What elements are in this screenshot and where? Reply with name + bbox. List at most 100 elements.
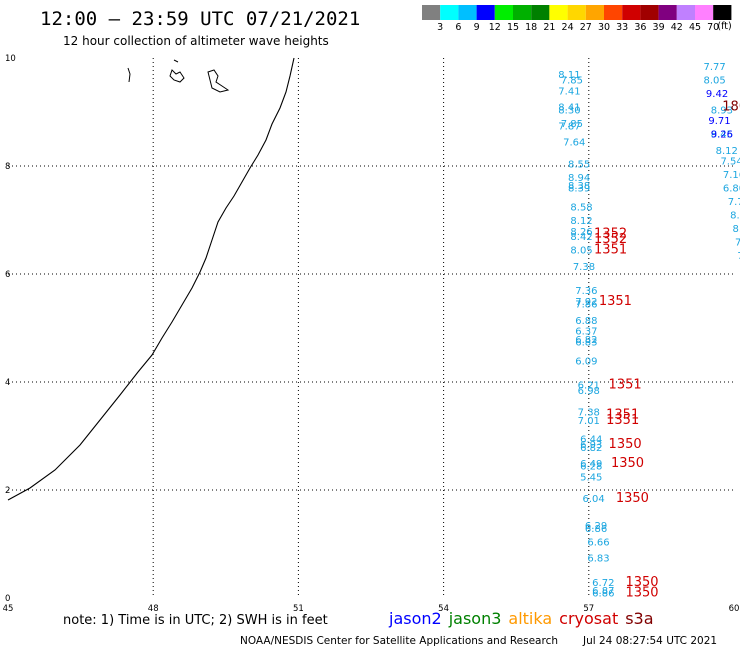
colorbar-tick-label: 27 xyxy=(580,22,592,33)
y-tick-label: 2 xyxy=(5,486,10,496)
colorbar-swatch xyxy=(713,5,732,20)
colorbar-tick-label: 12 xyxy=(489,22,501,33)
swh-value-label: 6.82 xyxy=(575,335,597,346)
swh-value-label: 8.42 xyxy=(733,224,740,235)
swh-value-label: 6.29 xyxy=(585,521,607,532)
colorbar-swatch xyxy=(604,5,623,20)
swh-value-label: 6.83 xyxy=(575,338,597,349)
swh-value-label: 8.26 xyxy=(730,211,740,222)
colorbar-swatch xyxy=(640,5,659,20)
colorbar-tick-label: 15 xyxy=(507,22,519,33)
swh-value-label: 6.21 xyxy=(578,381,600,392)
colorbar-tick-label: 21 xyxy=(543,22,555,33)
legend-jason2: jason2 xyxy=(389,609,442,628)
legend-altika: altika xyxy=(508,609,553,628)
colorbar-tick-label: 36 xyxy=(634,22,646,33)
swh-value-label: 9.71 xyxy=(708,116,730,127)
swh-value-label: 8.58 xyxy=(570,203,592,214)
swh-value-label: 8.05 xyxy=(704,76,726,87)
colorbar-swatch xyxy=(676,5,695,20)
swh-value-label: 1351 xyxy=(606,413,639,428)
colorbar-swatch xyxy=(549,5,568,20)
swh-value-label: 8.12 xyxy=(716,146,738,157)
legend-jason3: jason3 xyxy=(448,609,502,628)
x-tick-label: 51 xyxy=(293,604,304,614)
swh-value-label: 7.77 xyxy=(728,197,740,208)
colorbar-swatch xyxy=(567,5,586,20)
colorbar-swatch xyxy=(440,5,459,20)
swh-value-label: 7.64 xyxy=(563,138,585,149)
x-tick-label: 57 xyxy=(583,604,594,614)
swh-value-label: 1350 xyxy=(616,491,649,506)
y-tick-label: 0 xyxy=(5,594,10,604)
legend-s3a: s3a xyxy=(625,609,654,628)
swh-value-label: 8.45 xyxy=(711,130,733,141)
swh-value-label: 6.37 xyxy=(575,327,597,338)
swh-value-label: 7.38 xyxy=(578,408,600,419)
swh-value-label: 8.93 xyxy=(711,105,733,116)
colorbar-tick-label: 39 xyxy=(653,22,665,33)
altimeter-observations: 8.117.857.418.418.307.857.877.648.558.94… xyxy=(558,62,740,601)
page-title: 12:00 – 23:59 UTC 07/21/2021 xyxy=(40,8,361,30)
colorbar-swatch xyxy=(458,5,477,20)
credit-line: NOAA/NESDIS Center for Satellite Applica… xyxy=(240,635,558,647)
colorbar-tick-label: 18 xyxy=(525,22,537,33)
swh-value-label: 8.41 xyxy=(558,103,580,114)
swh-value-label: 6.82 xyxy=(580,443,602,454)
swh-value-label: 6.72 xyxy=(592,578,614,589)
swh-value-label: 6.98 xyxy=(578,386,600,397)
swh-value-label: 9.26 xyxy=(711,130,733,141)
swh-value-label: 6.04 xyxy=(583,494,605,505)
coastline-path xyxy=(7,57,295,501)
swh-value-label: 6.49 xyxy=(580,459,602,470)
swh-value-label: 8.05 xyxy=(570,246,592,257)
swh-value-label: 8.26 xyxy=(570,227,592,238)
legend-cryosat: cryosat xyxy=(559,609,619,628)
swh-value-label: 1350 xyxy=(625,586,658,601)
island-outline xyxy=(169,59,185,83)
colorbar-tick-label: 9 xyxy=(474,22,480,33)
swh-value-label: 1352 xyxy=(594,227,627,242)
coastline xyxy=(7,57,295,501)
swh-value-label: 6.93 xyxy=(580,440,602,451)
x-tick-label: 54 xyxy=(438,604,449,614)
swh-value-label: 6.88 xyxy=(575,316,597,327)
x-tick-label: 60 xyxy=(729,604,740,614)
colorbar-swatch xyxy=(531,5,550,20)
swh-value-label: 8.11 xyxy=(558,70,580,81)
timestamp: Jul 24 08:27:54 UTC 2021 xyxy=(583,635,718,647)
swh-value-label: 7.92 xyxy=(575,297,597,308)
swh-value-label: 7.85 xyxy=(561,76,583,87)
swh-value-label: 6.87 xyxy=(592,586,614,597)
swh-value-label: 6.86 xyxy=(585,524,607,535)
swh-value-label: 8.38 xyxy=(568,181,590,192)
swh-value-label: 6.28 xyxy=(580,462,602,473)
y-tick-label: 8 xyxy=(5,162,10,172)
swh-value-label: 7.85 xyxy=(561,119,583,130)
y-tick-label: 10 xyxy=(5,54,16,64)
colorbar-swatch xyxy=(585,5,604,20)
swh-value-label: 1351 xyxy=(594,243,627,258)
swh-value-label: 7.41 xyxy=(558,86,580,97)
colorbar-tick-label: 33 xyxy=(616,22,628,33)
colorbar-swatch xyxy=(695,5,714,20)
swh-value-label: 9.42 xyxy=(706,89,728,100)
swh-value-label: 1350 xyxy=(611,456,644,471)
colorbar-swatch xyxy=(622,5,641,20)
swh-value-label: 6.83 xyxy=(587,554,609,565)
footnote: note: 1) Time is in UTC; 2) SWH is in fe… xyxy=(63,613,328,628)
colorbar-unit-label: (ft) xyxy=(717,21,731,32)
colorbar-tick-label: 42 xyxy=(671,22,683,33)
colorbar-tick-label: 70 xyxy=(707,22,719,33)
satellite-legend: jason2 jason3 altika cryosat s3a xyxy=(389,609,661,628)
island-outline xyxy=(127,67,131,83)
island-outline xyxy=(207,69,230,93)
swh-value-label: 1352 xyxy=(594,232,627,247)
swh-value-label: 6.86 xyxy=(592,589,614,600)
colorbar-tick-label: 3 xyxy=(437,22,443,33)
swh-value-label: 6.80 xyxy=(723,184,740,195)
swh-value-label: 1801 xyxy=(722,100,740,115)
swh-value-label: 6.44 xyxy=(580,435,602,446)
swh-value-label: 8.39 xyxy=(568,184,590,195)
